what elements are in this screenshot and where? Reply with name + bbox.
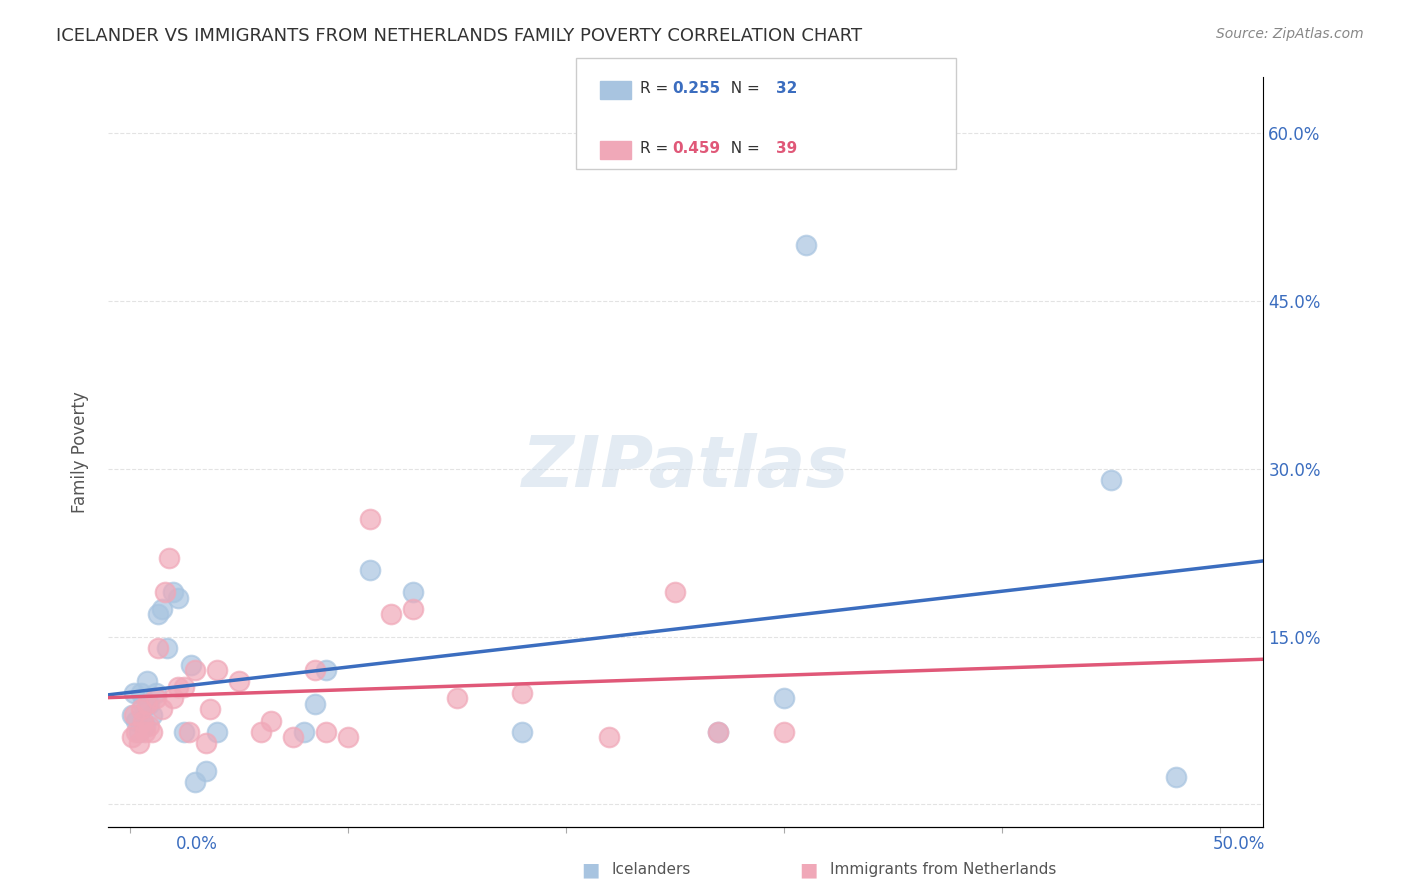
Point bbox=[772, 724, 794, 739]
Point bbox=[446, 691, 468, 706]
Point bbox=[304, 663, 326, 677]
Point bbox=[138, 719, 160, 733]
Point bbox=[249, 724, 271, 739]
Point bbox=[228, 674, 250, 689]
Point bbox=[125, 714, 148, 728]
Text: R =: R = bbox=[640, 141, 673, 155]
Text: 32: 32 bbox=[776, 81, 797, 95]
Point bbox=[195, 764, 218, 778]
Point bbox=[359, 563, 381, 577]
Point bbox=[136, 697, 159, 711]
Point bbox=[136, 674, 159, 689]
Point bbox=[162, 691, 184, 706]
Point bbox=[304, 697, 326, 711]
Text: Icelanders: Icelanders bbox=[612, 863, 690, 877]
Point bbox=[128, 724, 150, 739]
Point bbox=[145, 685, 167, 699]
Point bbox=[707, 724, 730, 739]
Text: N =: N = bbox=[721, 81, 765, 95]
Point bbox=[402, 585, 425, 599]
Point bbox=[152, 702, 174, 716]
Text: Source: ZipAtlas.com: Source: ZipAtlas.com bbox=[1216, 27, 1364, 41]
Point bbox=[184, 663, 207, 677]
Point bbox=[707, 724, 730, 739]
Point bbox=[195, 736, 218, 750]
Point bbox=[134, 719, 156, 733]
Point bbox=[180, 657, 202, 672]
Point bbox=[772, 691, 794, 706]
Text: 0.459: 0.459 bbox=[672, 141, 720, 155]
Point bbox=[336, 731, 359, 745]
Point bbox=[1166, 770, 1188, 784]
Point bbox=[129, 702, 152, 716]
Point bbox=[283, 731, 305, 745]
Text: Immigrants from Netherlands: Immigrants from Netherlands bbox=[830, 863, 1056, 877]
Point bbox=[162, 585, 184, 599]
Point bbox=[166, 680, 188, 694]
Point bbox=[315, 663, 337, 677]
Point bbox=[292, 724, 315, 739]
Text: ■: ■ bbox=[799, 860, 818, 880]
Point bbox=[359, 512, 381, 526]
Point bbox=[1099, 473, 1122, 487]
Point bbox=[510, 685, 533, 699]
Point bbox=[146, 640, 169, 655]
Point bbox=[129, 685, 152, 699]
Text: N =: N = bbox=[721, 141, 765, 155]
Y-axis label: Family Poverty: Family Poverty bbox=[72, 392, 89, 513]
Text: ZIPatlas: ZIPatlas bbox=[522, 433, 849, 501]
Point bbox=[128, 736, 150, 750]
Point bbox=[205, 724, 228, 739]
Point bbox=[121, 708, 143, 723]
Point bbox=[121, 731, 143, 745]
Point bbox=[173, 724, 195, 739]
Text: 50.0%: 50.0% bbox=[1213, 835, 1265, 853]
Point bbox=[510, 724, 533, 739]
Point bbox=[156, 640, 179, 655]
Point bbox=[205, 663, 228, 677]
Point bbox=[794, 238, 817, 252]
Text: 39: 39 bbox=[776, 141, 797, 155]
Point bbox=[145, 691, 167, 706]
Point bbox=[125, 724, 148, 739]
Point bbox=[146, 607, 169, 622]
Point bbox=[122, 708, 145, 723]
Point bbox=[141, 724, 163, 739]
Point bbox=[122, 685, 145, 699]
Point bbox=[184, 775, 207, 789]
Point bbox=[173, 680, 195, 694]
Point bbox=[152, 601, 174, 615]
Point bbox=[260, 714, 283, 728]
Point bbox=[664, 585, 686, 599]
Text: ICELANDER VS IMMIGRANTS FROM NETHERLANDS FAMILY POVERTY CORRELATION CHART: ICELANDER VS IMMIGRANTS FROM NETHERLANDS… bbox=[56, 27, 862, 45]
Point bbox=[315, 724, 337, 739]
Point bbox=[380, 607, 402, 622]
Point bbox=[177, 724, 200, 739]
Point bbox=[132, 697, 155, 711]
Text: R =: R = bbox=[640, 81, 673, 95]
Point bbox=[134, 724, 156, 739]
Point bbox=[138, 697, 160, 711]
Point bbox=[153, 585, 176, 599]
Point bbox=[402, 601, 425, 615]
Point bbox=[200, 702, 222, 716]
Point bbox=[166, 591, 188, 605]
Text: 0.255: 0.255 bbox=[672, 81, 720, 95]
Text: 0.0%: 0.0% bbox=[176, 835, 218, 853]
Point bbox=[598, 731, 620, 745]
Point bbox=[141, 708, 163, 723]
Text: ■: ■ bbox=[581, 860, 600, 880]
Point bbox=[132, 714, 155, 728]
Point bbox=[157, 551, 180, 566]
